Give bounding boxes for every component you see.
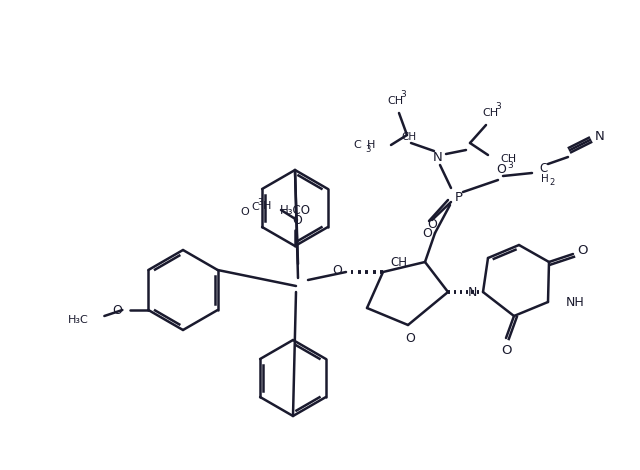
Text: H: H (541, 174, 549, 184)
Text: C: C (251, 202, 259, 212)
Text: O: O (578, 243, 588, 257)
Text: H: H (367, 140, 375, 150)
Text: O: O (405, 331, 415, 345)
Text: N: N (468, 285, 477, 298)
Text: O: O (241, 207, 250, 217)
Text: O: O (427, 218, 437, 230)
Text: N: N (595, 130, 605, 142)
Text: O: O (496, 163, 506, 175)
Text: C: C (353, 140, 361, 150)
Text: N: N (433, 150, 443, 164)
Text: O: O (332, 264, 342, 276)
Text: H: H (263, 201, 271, 211)
Text: 3: 3 (507, 160, 513, 170)
Text: 2: 2 (549, 178, 555, 187)
Text: CH: CH (387, 96, 403, 106)
Text: 3: 3 (400, 89, 406, 99)
Text: H₃C: H₃C (68, 315, 88, 325)
Text: O: O (292, 213, 302, 227)
Text: P: P (455, 190, 463, 204)
Text: NH: NH (566, 296, 585, 308)
Text: CH: CH (390, 256, 407, 268)
Text: 3: 3 (365, 144, 371, 154)
Text: O: O (500, 344, 511, 357)
Text: CH: CH (401, 132, 417, 142)
Text: H₃CO: H₃CO (280, 204, 310, 217)
Text: 3: 3 (257, 197, 262, 206)
Text: O: O (422, 227, 432, 240)
Text: C: C (539, 162, 547, 174)
Text: 3: 3 (495, 102, 501, 110)
Text: CH: CH (500, 154, 516, 164)
Text: O: O (113, 304, 122, 316)
Text: CH: CH (482, 108, 498, 118)
